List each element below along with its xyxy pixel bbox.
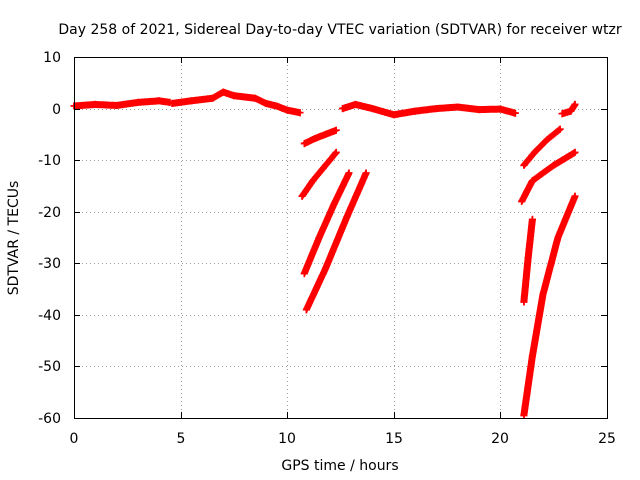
- y-tick-label: 10: [43, 50, 61, 66]
- series-markers: [298, 148, 340, 200]
- series-track-7: [339, 100, 519, 119]
- y-tick-label: -30: [38, 256, 61, 272]
- series-markers: [339, 100, 519, 119]
- series-track-2: [168, 88, 304, 117]
- y-tick-label: 0: [52, 102, 61, 118]
- tick-labels: 0 5 10 15 20 25 -60 -50 -40 -30 -20 -10 0 10: [38, 50, 616, 447]
- series-track-12: [558, 100, 579, 118]
- series-markers: [520, 125, 564, 169]
- series-track-5: [300, 169, 353, 278]
- x-axis-label: GPS time / hours: [281, 458, 398, 474]
- series-markers: [302, 169, 370, 314]
- x-tick-label: 15: [385, 431, 403, 447]
- series-track-8: [520, 125, 564, 169]
- chart-title: Day 258 of 2021, Sidereal Day-to-day VTE…: [58, 22, 622, 38]
- series-markers: [168, 88, 304, 117]
- y-tick-label: -60: [38, 411, 61, 427]
- series-track-9: [518, 148, 579, 205]
- x-tick-label: 0: [70, 431, 79, 447]
- x-tick-label: 20: [491, 431, 509, 447]
- series-markers: [300, 169, 353, 278]
- y-tick-label: -10: [38, 153, 61, 169]
- x-tick-label: 5: [177, 431, 186, 447]
- y-axis-label: SDTVAR / TECUs: [6, 181, 22, 296]
- plot-frame: [74, 57, 608, 419]
- y-tick-label: -40: [38, 308, 61, 324]
- series-markers: [300, 126, 340, 148]
- series-markers: [558, 100, 579, 118]
- series-track-4: [298, 148, 340, 200]
- series-track-11: [520, 192, 579, 419]
- series-track-3: [300, 126, 340, 148]
- y-tick-label: -50: [38, 359, 61, 375]
- series-markers: [520, 192, 579, 419]
- y-tick-label: -20: [38, 205, 61, 221]
- series-track-6: [302, 169, 370, 314]
- series-markers: [518, 148, 579, 205]
- series-markers: [520, 215, 536, 306]
- axis-ticks: [74, 57, 608, 419]
- x-tick-label: 25: [598, 431, 616, 447]
- x-tick-label: 10: [278, 431, 296, 447]
- series-track-10: [520, 215, 536, 306]
